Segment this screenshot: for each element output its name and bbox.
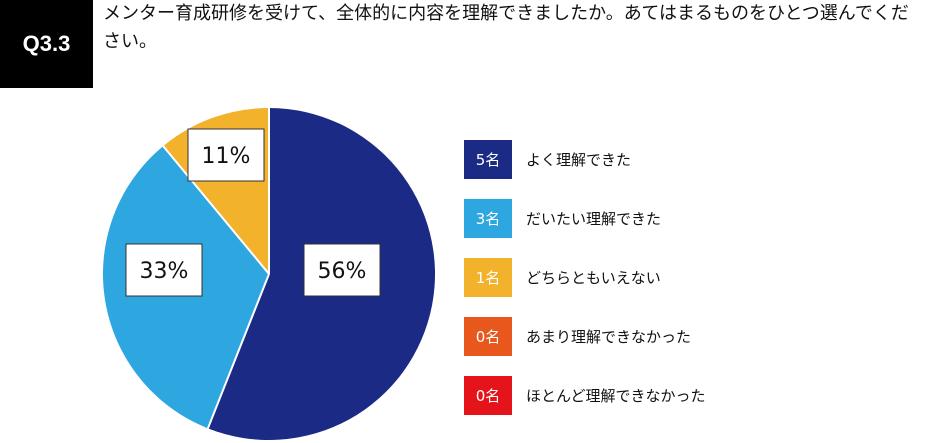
data-label-text: 56%: [318, 259, 367, 284]
legend: 5名 よく理解できた 3名 だいたい理解できた 1名 どちらともいえない 0名 …: [464, 130, 914, 425]
legend-label: だいたい理解できた: [526, 210, 662, 228]
legend-item: 3名 だいたい理解できた: [464, 189, 914, 248]
legend-swatch: 0名: [464, 376, 512, 415]
data-label-text: 11%: [202, 144, 251, 169]
data-label: 33%: [125, 243, 203, 297]
legend-item: 0名 ほとんど理解できなかった: [464, 366, 914, 425]
question-text: メンター育成研修を受けて、全体的に内容を理解できましたか。あてはまるものをひとつ…: [103, 3, 909, 52]
legend-swatch: 5名: [464, 140, 512, 179]
legend-item: 0名 あまり理解できなかった: [464, 307, 914, 366]
legend-swatch: 1名: [464, 258, 512, 297]
data-label-box: [187, 128, 265, 182]
legend-item: 5名 よく理解できた: [464, 130, 914, 189]
slice-divider: [206, 273, 270, 429]
legend-item: 1名 どちらともいえない: [464, 248, 914, 307]
data-label: 11%: [187, 128, 265, 182]
legend-label: ほとんど理解できなかった: [526, 387, 706, 405]
data-label: 56%: [303, 243, 381, 297]
legend-label: あまり理解できなかった: [526, 328, 692, 346]
legend-swatch: 3名: [464, 199, 512, 238]
data-label-text: 33%: [140, 259, 189, 284]
legend-swatch: 0名: [464, 317, 512, 356]
data-label-box: [303, 243, 381, 297]
question-number-badge: Q3.3: [0, 0, 93, 88]
legend-label: よく理解できた: [526, 151, 632, 169]
slice-divider: [162, 145, 270, 275]
data-label-box: [125, 243, 203, 297]
legend-label: どちらともいえない: [526, 269, 661, 287]
